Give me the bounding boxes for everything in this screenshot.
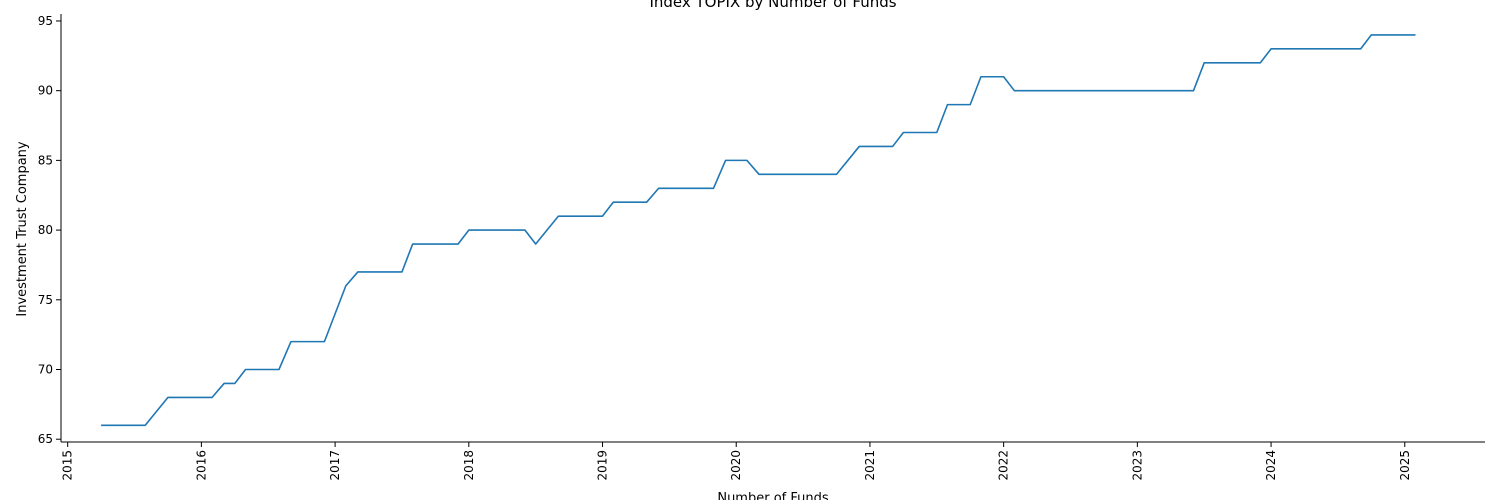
series-line bbox=[101, 34, 1416, 427]
y-tick-label: 65 bbox=[38, 432, 53, 446]
x-tick-label: 2024 bbox=[1264, 450, 1278, 481]
y-tick-label: 85 bbox=[38, 153, 53, 167]
x-tick-label: 2015 bbox=[61, 450, 75, 481]
x-tick-label: 2023 bbox=[1130, 450, 1144, 481]
y-tick-label: 95 bbox=[38, 14, 53, 28]
y-tick-label: 75 bbox=[38, 293, 53, 307]
y-tick-label: 90 bbox=[38, 84, 53, 98]
x-tick-label: 2016 bbox=[194, 450, 208, 481]
x-tick-label: 2018 bbox=[462, 450, 476, 481]
x-tick-label: 2021 bbox=[863, 450, 877, 481]
x-tick-label: 2022 bbox=[997, 450, 1011, 481]
x-tick-label: 2025 bbox=[1398, 450, 1412, 481]
x-axis-title: Number of Funds bbox=[717, 491, 829, 500]
y-axis-title: Investment Trust Company bbox=[15, 141, 30, 317]
x-tick-label: 2017 bbox=[328, 450, 342, 481]
y-axis-ticks: 65 70 75 80 85 90 95 bbox=[38, 14, 61, 446]
chart-title: Index TOPIX by Number of Funds bbox=[649, 0, 896, 11]
y-tick-label: 70 bbox=[38, 363, 53, 377]
x-tick-label: 2020 bbox=[729, 450, 743, 481]
y-tick-label: 80 bbox=[38, 223, 53, 237]
x-tick-label: 2019 bbox=[596, 450, 610, 481]
x-axis-ticks: 2015 2016 2017 2018 2019 2020 2021 2022 2023 2024… bbox=[61, 442, 1412, 481]
